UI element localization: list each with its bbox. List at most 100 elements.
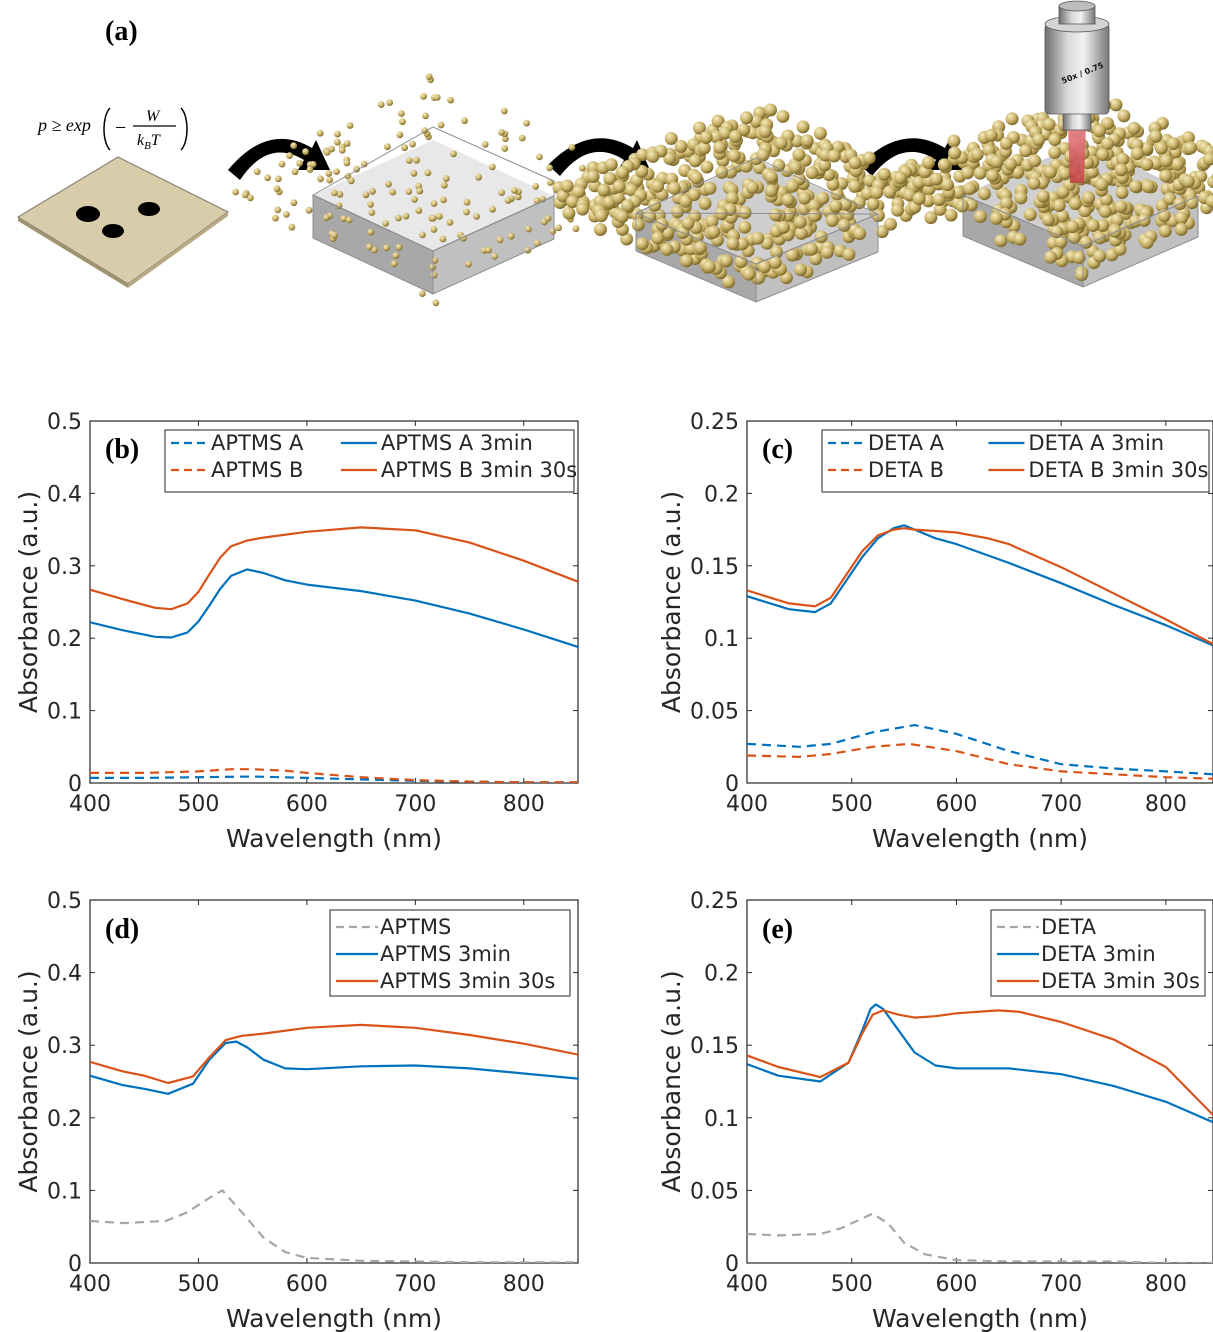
nanoparticle: [848, 179, 862, 193]
nanoparticle: [1181, 174, 1195, 188]
x-tick-label: 500: [177, 792, 219, 817]
nanoparticle: [1181, 131, 1195, 145]
nanoparticle: [689, 171, 703, 185]
x-tick-label: 600: [935, 792, 977, 817]
nanoparticle: [807, 199, 821, 213]
nanoparticle: [402, 212, 410, 220]
nanoparticle: [729, 130, 742, 143]
legend-label: DETA A: [868, 431, 945, 455]
nanoparticle: [463, 198, 471, 206]
nanoparticle: [463, 208, 470, 216]
nanoparticle: [1096, 219, 1110, 232]
nanoparticle: [572, 225, 580, 233]
nanoparticle: [825, 214, 839, 227]
nanoparticle: [405, 157, 413, 164]
nanoparticle: [792, 148, 806, 162]
nanoparticle: [745, 181, 759, 195]
nanoparticle: [440, 181, 448, 189]
nanoparticle: [651, 231, 665, 245]
nanoparticle: [395, 214, 402, 222]
nanoparticle: [697, 141, 711, 155]
nanoparticle: [496, 236, 504, 244]
nanoparticle: [536, 153, 543, 161]
y-tick-label: 0.15: [690, 1034, 739, 1059]
nanoparticle: [343, 159, 351, 167]
nanoparticle: [631, 218, 645, 232]
series-line-aptms-3min-30s: [90, 1023, 578, 1085]
legend-label: APTMS B: [211, 458, 303, 482]
panel-label: (d): [105, 914, 139, 945]
nanoparticle: [764, 103, 777, 117]
nanoparticle: [794, 263, 807, 277]
nanoparticle: [713, 140, 727, 154]
nanoparticle: [693, 241, 707, 254]
nanoparticle: [1130, 147, 1144, 161]
nanoparticle: [415, 207, 423, 215]
nanoparticle: [504, 197, 512, 204]
nanoparticle: [929, 172, 943, 186]
nanoparticle: [1158, 224, 1172, 238]
nanoparticle: [371, 246, 378, 254]
nanoparticle: [1019, 144, 1033, 158]
nanoparticle: [604, 158, 618, 172]
nanoparticle: [377, 101, 385, 108]
nanoparticle: [511, 187, 518, 194]
nanoparticle: [742, 267, 756, 281]
nanoparticle: [999, 137, 1013, 150]
nanoparticle: [816, 191, 830, 205]
nanoparticle: [786, 179, 799, 193]
y-tick-label: 0.2: [47, 627, 82, 652]
nanoparticle: [700, 160, 714, 174]
nanoparticle: [1068, 197, 1082, 211]
nanoparticle: [842, 247, 856, 261]
nanoparticle: [781, 193, 795, 207]
nanoparticle: [703, 181, 717, 195]
nanoparticle: [1072, 251, 1086, 264]
nanoparticle: [770, 245, 783, 259]
nanoparticle: [853, 227, 867, 241]
nanoparticle: [1043, 165, 1057, 179]
nanoparticle: [1114, 163, 1128, 177]
nanoparticle: [1052, 199, 1066, 212]
nanoparticle: [586, 170, 600, 183]
nanoparticle: [947, 134, 961, 148]
y-tick-label: 0.4: [47, 482, 82, 507]
nanoparticle: [734, 255, 748, 269]
nanoparticle: [1096, 148, 1110, 161]
nanoparticle: [866, 197, 880, 211]
nanoparticle: [430, 200, 438, 207]
nanoparticle: [636, 148, 649, 162]
nanoparticle: [796, 120, 810, 134]
nanoparticle: [546, 179, 554, 186]
nanoparticle: [396, 131, 404, 139]
nanoparticle: [912, 192, 926, 206]
nanoparticle: [560, 179, 574, 193]
chart-panel-e: 400 500 600 700 800 0 0.05 0.1 0.15 0.2 0.25 Wavele…: [657, 889, 1213, 1332]
nanoparticle: [1127, 121, 1141, 135]
y-tick-label: 0.3: [47, 1034, 82, 1059]
nanoparticle: [429, 214, 437, 222]
nanoparticle: [1202, 152, 1213, 166]
series-line-deta-3min: [747, 1003, 1213, 1124]
nanoparticle: [498, 189, 506, 197]
nanoparticle: [367, 201, 374, 208]
nanoparticle: [1149, 129, 1163, 143]
nanoparticle: [1048, 146, 1062, 159]
nanoparticle: [383, 143, 391, 151]
nanoparticle: [306, 166, 314, 173]
nanoparticle: [447, 96, 454, 104]
legend-label: APTMS A: [211, 431, 304, 455]
nanoparticle: [726, 237, 740, 251]
legend-label: APTMS A 3min: [381, 431, 533, 455]
nanoparticle: [877, 167, 891, 181]
nanoparticle: [758, 125, 772, 139]
nanoparticle: [984, 128, 998, 142]
nanoparticle: [525, 225, 532, 233]
y-tick-label: 0.4: [47, 962, 82, 987]
nanoparticle: [990, 155, 1004, 169]
nanoparticle: [660, 242, 674, 256]
nanoparticle: [309, 161, 317, 168]
nanoparticle: [1207, 175, 1213, 189]
chart-panel-d: 400 500 600 700 800 0 0.1 0.2 0.3 0.4 0.5 Wavelengt…: [14, 889, 579, 1332]
nanoparticle: [699, 131, 713, 144]
